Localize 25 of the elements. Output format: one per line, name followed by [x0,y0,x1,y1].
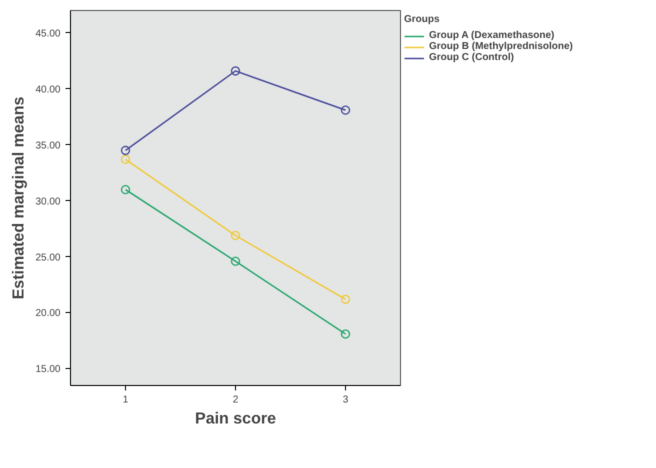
point [340,294,350,304]
y-tick-label: 35.00 [35,140,61,152]
y-axis-title: Estimated marginal means [10,96,28,300]
y-tick-label: 15.00 [35,364,61,376]
legend-title: Groups [404,14,441,25]
point [230,66,240,76]
legend-label: Group B (Methylprednisolone) [429,41,573,52]
legend-label: Group C (Control) [429,52,514,63]
y-tick-label: 30.00 [35,196,61,208]
point [120,146,130,156]
point [230,230,240,240]
point [340,105,350,115]
x-tick-label: 1 [122,394,129,406]
y-tick-label: 20.00 [35,308,61,320]
point [120,184,130,194]
y-tick-label: 45.00 [35,28,61,40]
point [120,154,130,164]
point [230,256,240,266]
legend-label: Group A (Dexamethasone) [429,30,554,41]
x-axis-title: Pain score [195,410,276,428]
y-tick-label: 40.00 [35,84,61,96]
x-tick-label: 3 [342,394,349,406]
y-tick-label: 25.00 [35,252,61,264]
point [340,329,350,339]
x-tick-label: 2 [232,394,239,406]
